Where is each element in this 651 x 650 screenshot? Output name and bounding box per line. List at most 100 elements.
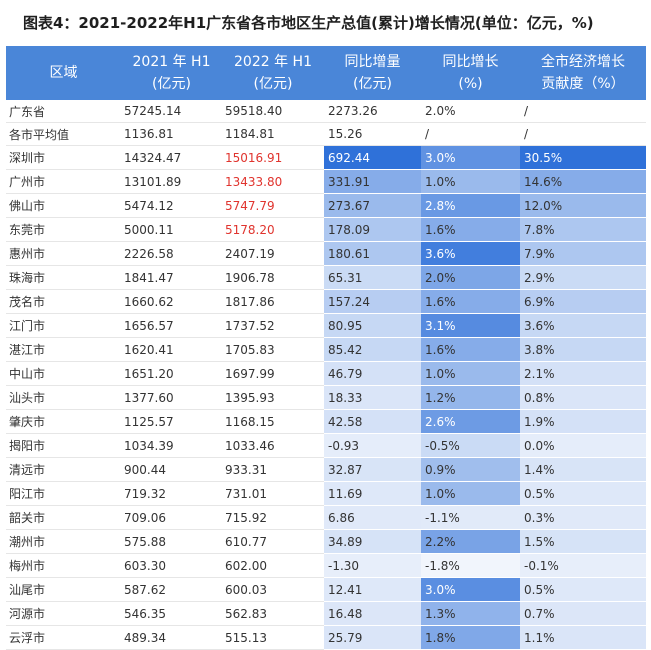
- cell-increment: 6.86: [324, 505, 421, 530]
- table-row: 东莞市 5000.11 5178.20 178.09 1.6% 7.8%: [6, 217, 646, 242]
- cell-region: 汕尾市: [6, 577, 121, 602]
- col-header-gdp2022: 2022 年 H1 (亿元): [222, 46, 324, 100]
- gdp-table: 区域 2021 年 H1 (亿元) 2022 年 H1 (亿元) 同比增量 (亿元) …: [6, 46, 646, 650]
- cell-gdp2022: 59518.40: [222, 100, 324, 123]
- col-header-contribution: 全市经济增长 贡献度（%）: [520, 46, 646, 100]
- cell-gdp2022: 602.00: [222, 553, 324, 578]
- cell-region: 汕头市: [6, 385, 121, 410]
- cell-gdp2022: 1705.83: [222, 337, 324, 362]
- cell-gdp2021: 5474.12: [121, 193, 222, 218]
- cell-growth: 2.6%: [421, 409, 520, 434]
- cell-increment: 15.26: [324, 122, 421, 146]
- cell-growth: 1.3%: [421, 601, 520, 626]
- cell-gdp2021: 575.88: [121, 529, 222, 554]
- cell-region: 梅州市: [6, 553, 121, 578]
- table-row: 惠州市 2226.58 2407.19 180.61 3.6% 7.9%: [6, 241, 646, 266]
- cell-region: 广州市: [6, 169, 121, 194]
- cell-gdp2021: 709.06: [121, 505, 222, 530]
- cell-contribution: 6.9%: [520, 289, 646, 314]
- cell-gdp2021: 1656.57: [121, 313, 222, 338]
- cell-increment: 273.67: [324, 193, 421, 218]
- cell-gdp2021: 57245.14: [121, 100, 222, 123]
- cell-contribution: 14.6%: [520, 169, 646, 194]
- cell-growth: -0.5%: [421, 433, 520, 458]
- col-header-growth: 同比增长 (%): [421, 46, 520, 100]
- cell-gdp2021: 1651.20: [121, 361, 222, 386]
- table-body: 广东省 57245.14 59518.40 2273.26 2.0% / 各市平均值 1136…: [6, 100, 646, 650]
- cell-contribution: 30.5%: [520, 145, 646, 170]
- table-row: 河源市 546.35 562.83 16.48 1.3% 0.7%: [6, 601, 646, 626]
- cell-region: 云浮市: [6, 625, 121, 650]
- cell-contribution: -0.1%: [520, 553, 646, 578]
- cell-region: 清远市: [6, 457, 121, 482]
- col-header-region: 区域: [6, 46, 121, 100]
- cell-region: 肇庆市: [6, 409, 121, 434]
- cell-growth: 3.1%: [421, 313, 520, 338]
- cell-contribution: 0.7%: [520, 601, 646, 626]
- cell-contribution: 1.1%: [520, 625, 646, 650]
- cell-increment: 34.89: [324, 529, 421, 554]
- cell-increment: 46.79: [324, 361, 421, 386]
- cell-growth: 3.0%: [421, 145, 520, 170]
- cell-gdp2022: 600.03: [222, 577, 324, 602]
- cell-increment: 80.95: [324, 313, 421, 338]
- cell-region: 各市平均值: [6, 122, 121, 146]
- cell-gdp2021: 900.44: [121, 457, 222, 482]
- cell-gdp2021: 1125.57: [121, 409, 222, 434]
- cell-growth: 2.8%: [421, 193, 520, 218]
- cell-growth: -1.1%: [421, 505, 520, 530]
- cell-region: 东莞市: [6, 217, 121, 242]
- cell-growth: 1.0%: [421, 169, 520, 194]
- cell-gdp2022: 515.13: [222, 625, 324, 650]
- cell-growth: 1.8%: [421, 625, 520, 650]
- cell-increment: 18.33: [324, 385, 421, 410]
- table-row: 各市平均值 1136.81 1184.81 15.26//: [6, 122, 646, 146]
- cell-gdp2022: 715.92: [222, 505, 324, 530]
- cell-gdp2021: 603.30: [121, 553, 222, 578]
- cell-gdp2021: 2226.58: [121, 241, 222, 266]
- cell-contribution: 1.9%: [520, 409, 646, 434]
- table-row: 湛江市 1620.41 1705.83 85.42 1.6% 3.8%: [6, 337, 646, 362]
- cell-region: 惠州市: [6, 241, 121, 266]
- table-row: 珠海市 1841.47 1906.78 65.31 2.0% 2.9%: [6, 265, 646, 290]
- cell-contribution: 0.3%: [520, 505, 646, 530]
- cell-gdp2022: 13433.80: [222, 169, 324, 194]
- cell-increment: 2273.26: [324, 100, 421, 123]
- cell-gdp2022: 15016.91: [222, 145, 324, 170]
- cell-growth: 2.0%: [421, 100, 520, 123]
- table-row: 潮州市 575.88 610.77 34.89 2.2% 1.5%: [6, 529, 646, 554]
- cell-growth: /: [421, 122, 520, 146]
- cell-gdp2021: 14324.47: [121, 145, 222, 170]
- cell-gdp2021: 1377.60: [121, 385, 222, 410]
- table-row: 肇庆市 1125.57 1168.15 42.58 2.6% 1.9%: [6, 409, 646, 434]
- cell-growth: 3.0%: [421, 577, 520, 602]
- cell-gdp2021: 1136.81: [121, 122, 222, 146]
- table-row: 云浮市 489.34 515.13 25.79 1.8% 1.1%: [6, 625, 646, 650]
- cell-region: 潮州市: [6, 529, 121, 554]
- table-row: 汕头市 1377.60 1395.93 18.33 1.2% 0.8%: [6, 385, 646, 410]
- cell-gdp2022: 1697.99: [222, 361, 324, 386]
- cell-gdp2022: 933.31: [222, 457, 324, 482]
- cell-growth: 0.9%: [421, 457, 520, 482]
- cell-gdp2021: 5000.11: [121, 217, 222, 242]
- table-row: 阳江市 719.32 731.01 11.69 1.0% 0.5%: [6, 481, 646, 506]
- table-row: 中山市 1651.20 1697.99 46.79 1.0% 2.1%: [6, 361, 646, 386]
- table-header-row: 区域 2021 年 H1 (亿元) 2022 年 H1 (亿元) 同比增量 (亿元) …: [6, 46, 646, 100]
- cell-contribution: 1.4%: [520, 457, 646, 482]
- table-row: 韶关市 709.06 715.92 6.86 -1.1% 0.3%: [6, 505, 646, 530]
- cell-increment: 178.09: [324, 217, 421, 242]
- cell-contribution: 0.5%: [520, 481, 646, 506]
- table-row: 揭阳市 1034.39 1033.46 -0.93 -0.5% 0.0%: [6, 433, 646, 458]
- cell-growth: 2.2%: [421, 529, 520, 554]
- cell-contribution: 3.8%: [520, 337, 646, 362]
- cell-growth: -1.8%: [421, 553, 520, 578]
- cell-gdp2022: 1817.86: [222, 289, 324, 314]
- cell-contribution: 0.8%: [520, 385, 646, 410]
- cell-growth: 3.6%: [421, 241, 520, 266]
- cell-contribution: 0.0%: [520, 433, 646, 458]
- cell-contribution: 3.6%: [520, 313, 646, 338]
- cell-gdp2022: 1906.78: [222, 265, 324, 290]
- cell-growth: 1.6%: [421, 289, 520, 314]
- cell-gdp2022: 610.77: [222, 529, 324, 554]
- cell-increment: 157.24: [324, 289, 421, 314]
